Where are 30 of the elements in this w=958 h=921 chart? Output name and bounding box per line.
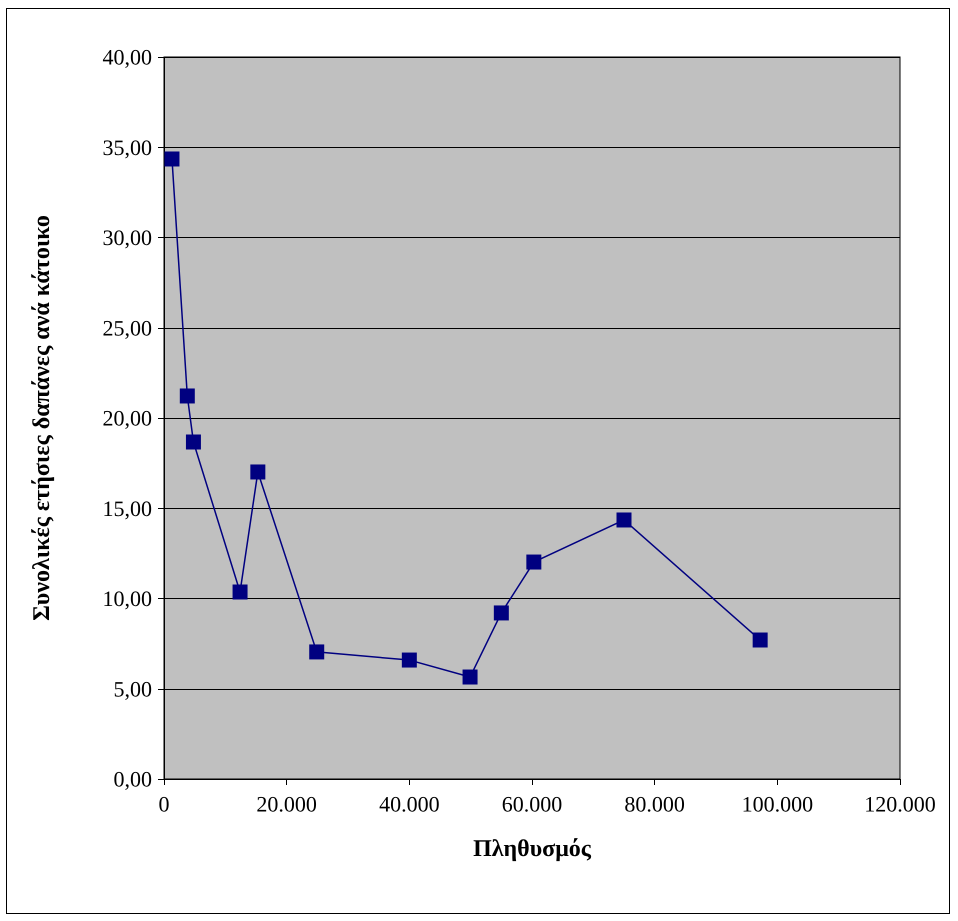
x-axis-title: Πληθυσμός (473, 836, 592, 862)
point (186, 434, 201, 450)
point (309, 644, 324, 660)
x-tick-label: 20.000 (256, 792, 317, 816)
x-tick-label: 40.000 (379, 792, 440, 816)
y-axis-title: Συνολικές ετήσιες δαπάνες ανά κάτοικο (29, 215, 55, 621)
point (616, 512, 632, 528)
y-tick-label: 20,00 (102, 406, 152, 430)
point (250, 464, 266, 480)
y-tick-label: 25,00 (102, 315, 152, 340)
y-tick-label: 15,00 (102, 496, 152, 521)
y-tick-label: 35,00 (102, 134, 152, 160)
point (526, 554, 542, 570)
point (164, 151, 180, 166)
y-tick-label: 10,00 (102, 586, 152, 611)
x-tick-label: 100.000 (742, 792, 814, 816)
x-tick-label: 60.000 (502, 792, 562, 816)
y-tick-label: 40,00 (102, 44, 152, 70)
y-tick-label: 30,00 (102, 225, 152, 250)
x-tick-label: 120.000 (864, 792, 936, 816)
point (494, 605, 509, 620)
point (232, 584, 248, 600)
point (752, 632, 768, 648)
point (180, 388, 195, 404)
y-tick-label: 0,00 (114, 766, 152, 792)
y-tick-label: 5,00 (114, 676, 152, 702)
point (462, 670, 478, 685)
x-tick-label: 80.000 (624, 792, 685, 816)
x-tick-label: 0 (158, 792, 170, 816)
point (402, 652, 417, 668)
